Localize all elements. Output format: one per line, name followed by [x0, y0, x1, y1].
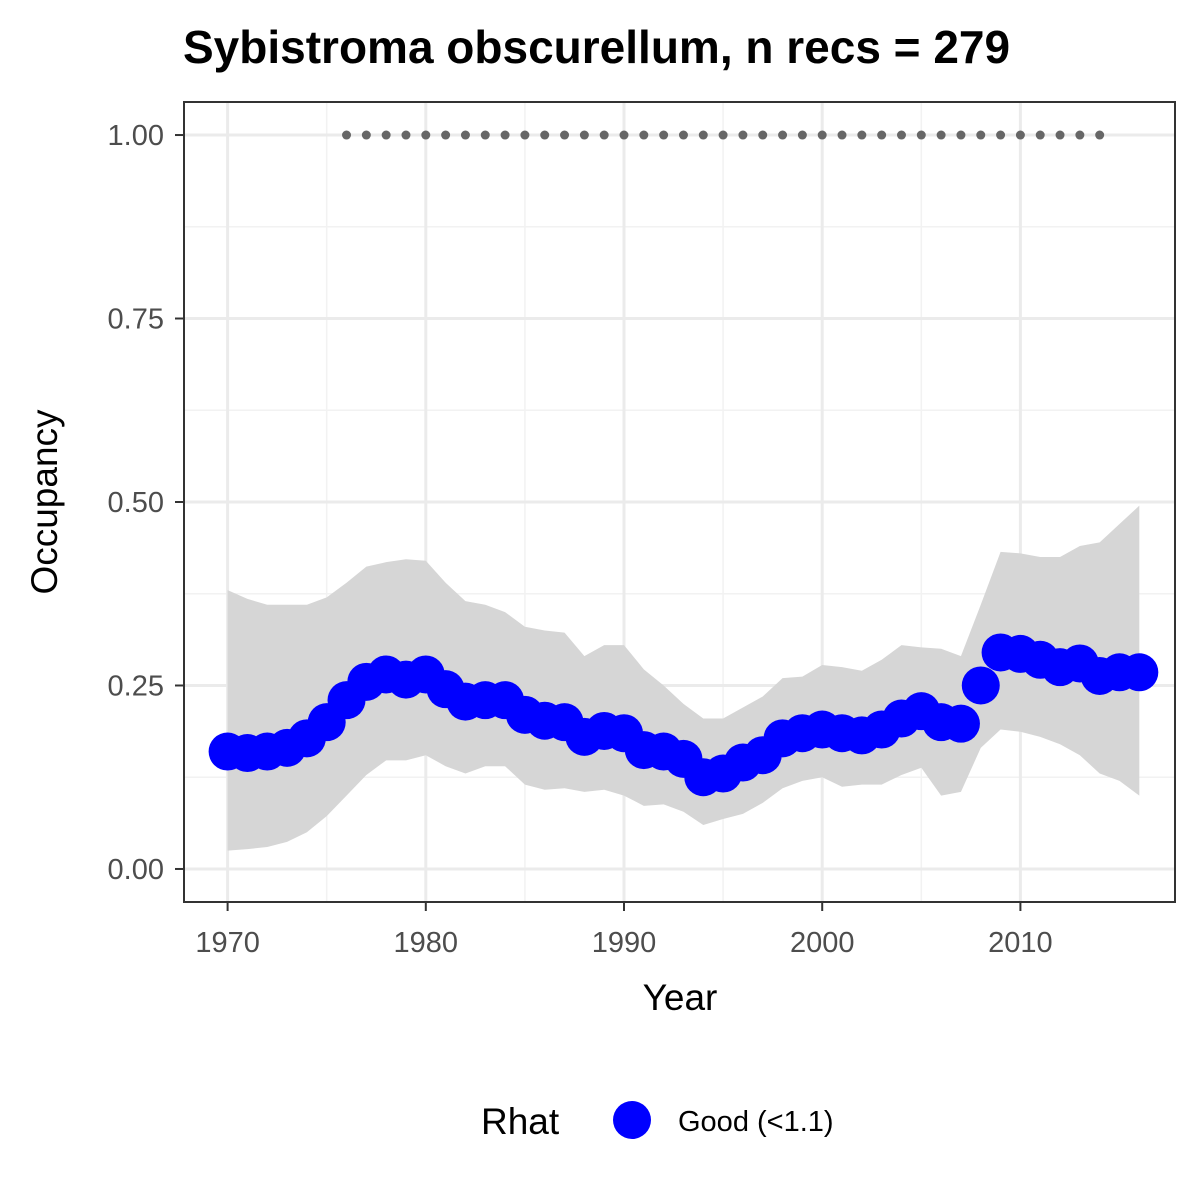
detection-dot: [718, 130, 728, 140]
detection-dot: [342, 130, 352, 140]
detection-dot: [778, 130, 788, 140]
detection-dot: [1075, 130, 1085, 140]
detection-dot: [857, 130, 867, 140]
plot-panel: [183, 101, 1176, 903]
detection-dot: [797, 130, 807, 140]
detection-dot: [540, 130, 550, 140]
x-tick-label: 1970: [195, 927, 260, 959]
y-axis-title: Occupancy: [24, 409, 65, 595]
detection-dot: [401, 130, 411, 140]
y-tick-label: 0.50: [108, 487, 164, 519]
detection-dots: [342, 130, 1105, 140]
detection-dot: [738, 130, 748, 140]
detection-dot: [837, 130, 847, 140]
detection-dot: [639, 130, 649, 140]
detection-dot: [956, 130, 966, 140]
detection-dot: [381, 130, 391, 140]
x-tick-label: 2010: [988, 927, 1053, 959]
y-tick-label: 1.00: [108, 120, 164, 152]
detection-dot: [520, 130, 530, 140]
detection-dot: [976, 130, 986, 140]
legend-label-good: Good (<1.1): [678, 1106, 834, 1138]
legend-title: Rhat: [481, 1101, 560, 1142]
detection-dot: [460, 130, 470, 140]
x-tick-label: 1980: [394, 927, 459, 959]
occupancy-point: [1120, 653, 1159, 692]
detection-dot: [678, 130, 688, 140]
detection-dot: [817, 130, 827, 140]
detection-dot: [936, 130, 946, 140]
detection-dot: [441, 130, 451, 140]
occupancy-point: [941, 704, 980, 743]
legend-key-good: [613, 1101, 651, 1139]
detection-dot: [421, 130, 431, 140]
detection-dot: [599, 130, 609, 140]
legend: Rhat Good (<1.1): [481, 1101, 834, 1142]
x-tick-label: 2000: [790, 927, 855, 959]
y-tick-label: 0.25: [108, 670, 164, 702]
y-tick-label: 0.00: [108, 854, 164, 886]
chart-title: Sybistroma obscurellum, n recs = 279: [183, 21, 1010, 73]
detection-dot: [1015, 130, 1025, 140]
detection-dot: [698, 130, 708, 140]
detection-dot: [560, 130, 570, 140]
x-axis-title: Year: [643, 977, 718, 1018]
detection-dot: [916, 130, 926, 140]
detection-dot: [1035, 130, 1045, 140]
detection-dot: [877, 130, 887, 140]
detection-dot: [1055, 130, 1065, 140]
occupancy-point: [961, 666, 1000, 705]
occupancy-points: [208, 633, 1159, 797]
detection-dot: [896, 130, 906, 140]
detection-dot: [1095, 130, 1105, 140]
y-tick-label: 0.75: [108, 304, 164, 336]
detection-dot: [500, 130, 510, 140]
detection-dot: [996, 130, 1006, 140]
detection-dot: [659, 130, 669, 140]
y-axis: 0.00 0.25 0.50 0.75 1.00: [108, 120, 184, 886]
detection-dot: [579, 130, 589, 140]
x-tick-label: 1990: [592, 927, 657, 959]
detection-dot: [361, 130, 371, 140]
x-axis: 1970 1980 1990 2000 2010: [195, 902, 1053, 959]
detection-dot: [758, 130, 768, 140]
detection-dot: [619, 130, 629, 140]
detection-dot: [480, 130, 490, 140]
confidence-ribbon: [227, 505, 1140, 851]
